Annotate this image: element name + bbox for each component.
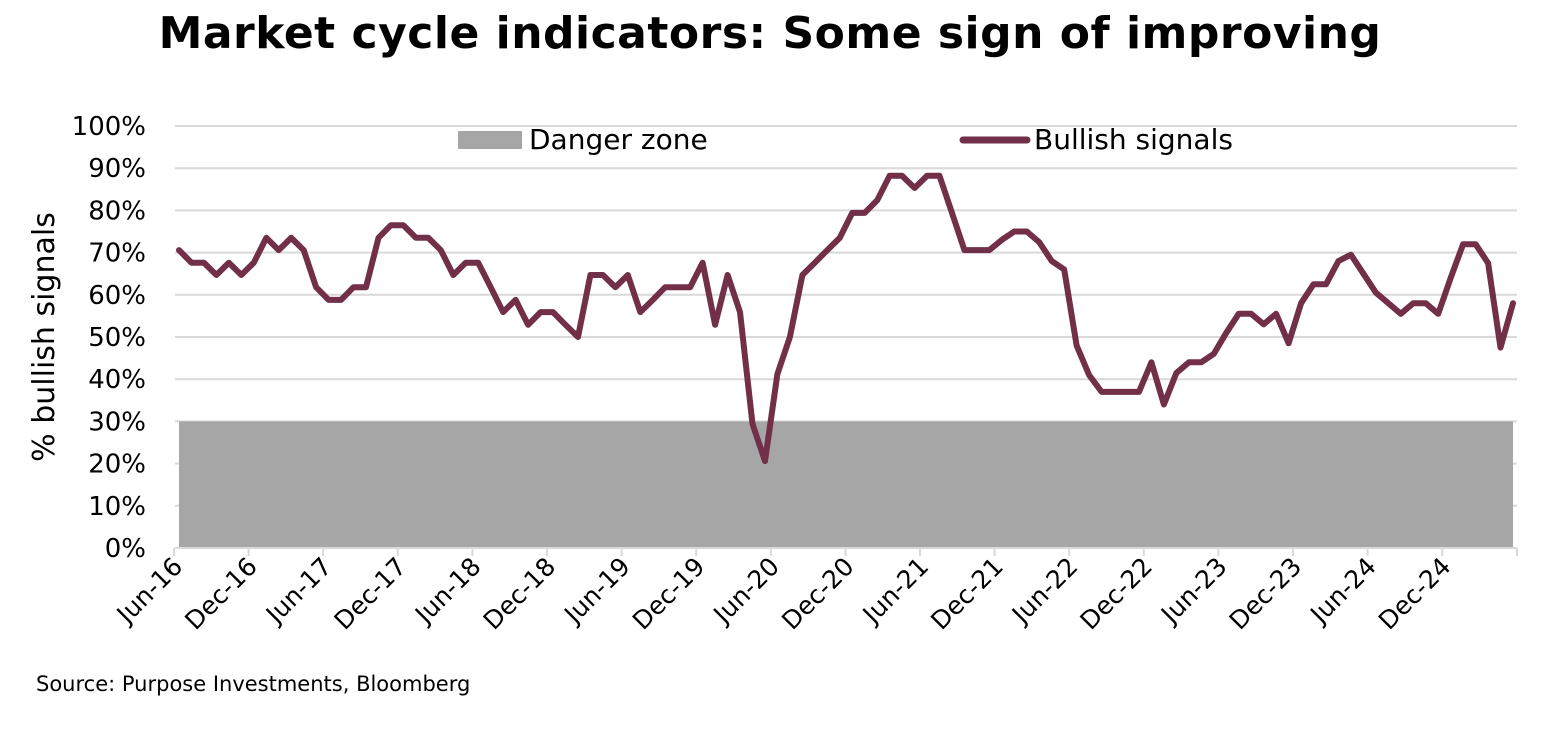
y-tick-label: 10% (88, 492, 146, 522)
legend-swatch-danger-zone (458, 131, 522, 149)
y-tick-label: 0% (105, 534, 146, 564)
y-tick-label: 70% (88, 239, 146, 269)
legend: Danger zone Bullish signals (458, 123, 1233, 156)
x-tick-label: Jun-24 (1303, 552, 1381, 630)
y-tick-label: 60% (88, 281, 146, 311)
y-axis-tick-labels: 0% 10% 20% 30% 40% 50% 60% 70% 80% 90% 100% (72, 112, 146, 564)
x-tick-label: Dec-16 (179, 552, 263, 636)
x-axis-tick-labels: Jun-16Dec-16Jun-17Dec-17Jun-18Dec-18Jun-… (110, 552, 1457, 636)
y-axis-label: % bullish signals (27, 212, 62, 462)
legend-label-bullish-signals: Bullish signals (1034, 123, 1233, 156)
legend-label-danger-zone: Danger zone (529, 123, 708, 156)
axes (173, 547, 1518, 556)
x-tick-label: Dec-18 (478, 552, 562, 636)
x-tick-label: Dec-17 (328, 552, 412, 636)
x-tick-label: Dec-24 (1373, 552, 1457, 636)
danger-zone-area (179, 421, 1513, 548)
x-tick-label: Jun-20 (707, 552, 785, 630)
x-tick-label: Dec-23 (1224, 552, 1308, 636)
y-tick-label: 20% (88, 450, 146, 480)
y-tick-label: 40% (88, 365, 146, 395)
x-tick-label: Jun-21 (856, 552, 934, 630)
x-tick-label: Jun-17 (259, 552, 337, 630)
y-tick-label: 30% (88, 407, 146, 437)
y-tick-label: 80% (88, 196, 146, 226)
x-tick-label: Dec-21 (925, 552, 1009, 636)
x-tick-label: Dec-20 (776, 552, 860, 636)
y-tick-label: 100% (72, 112, 146, 142)
x-tick-label: Dec-19 (627, 552, 711, 636)
y-tick-label: 50% (88, 323, 146, 353)
x-tick-label: Dec-22 (1074, 552, 1158, 636)
chart-title: Market cycle indicators: Some sign of im… (158, 8, 1382, 59)
x-tick-label: Jun-22 (1005, 552, 1083, 630)
series-line-bullish-signals (176, 172, 1516, 465)
x-tick-label: Jun-23 (1154, 552, 1232, 630)
source-note: Source: Purpose Investments, Bloomberg (36, 672, 471, 696)
y-tick-label: 90% (88, 154, 146, 184)
x-tick-label: Jun-18 (408, 552, 486, 630)
x-tick-label: Jun-19 (557, 552, 635, 630)
